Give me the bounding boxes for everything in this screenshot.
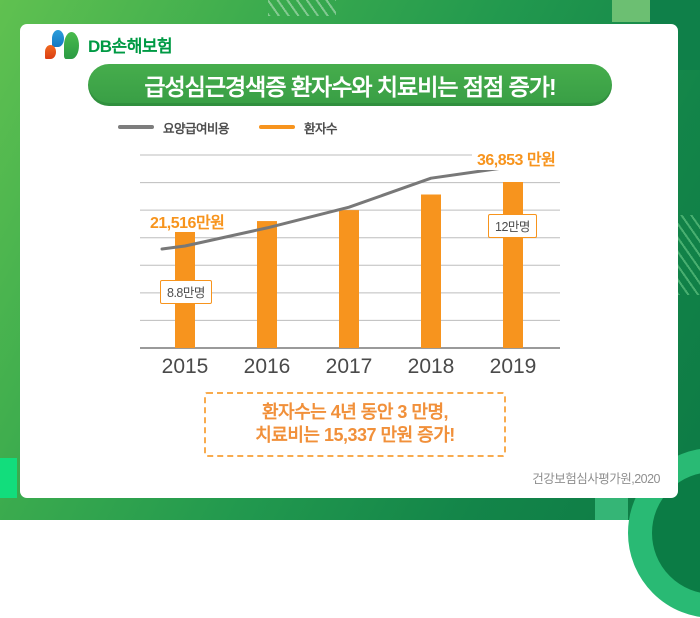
bar-2019 [503, 182, 523, 348]
emerald-square-decoration [0, 458, 17, 498]
cost-line [160, 165, 515, 251]
x-tick-2015: 2015 [162, 355, 209, 378]
title-banner: 급성심근경색증 환자수와 치료비는 점점 증가! [88, 64, 612, 106]
light-green-square-decoration [612, 0, 650, 22]
page-title: 급성심근경색증 환자수와 치료비는 점점 증가! [144, 74, 556, 100]
callout-line-1: 환자수는 4년 동안 3 만명, [261, 402, 449, 422]
x-tick-2017: 2017 [326, 355, 373, 378]
x-tick-2019: 2019 [490, 355, 537, 378]
logo-text: DB손해보험 [88, 37, 173, 56]
summary-callout-box: 환자수는 4년 동안 3 만명, 치료비는 15,337 만원 증가! [204, 392, 506, 457]
db-insurance-logo: DB손해보험 [45, 28, 173, 60]
bar-2018 [421, 194, 441, 348]
x-tick-2016: 2016 [244, 355, 291, 378]
legend-item-cost: 요양급여비용 [118, 118, 230, 137]
legend-label-cost: 요양급여비용 [163, 121, 230, 136]
legend-line-orange-icon [259, 125, 296, 129]
legend-label-patients: 환자수 [304, 121, 338, 136]
bar-2017 [339, 210, 359, 348]
db-logo-icon [45, 30, 83, 60]
legend-item-patients: 환자수 [259, 118, 338, 137]
logo-leaf-blue [52, 30, 64, 47]
bar-start-value-box: 8.8만명 [160, 280, 212, 304]
line-start-value-label: 21,516만원 [150, 215, 225, 232]
legend-line-gray-icon [118, 125, 154, 129]
chart-svg: 2015 2016 2017 2018 2019 [140, 154, 560, 378]
source-attribution: 건강보험심사평가원,2020 [532, 472, 660, 486]
bar-2016 [257, 221, 277, 348]
light-green-square-decoration [595, 498, 628, 520]
bar-end-value-box: 12만명 [488, 214, 537, 238]
infographic-card: DB손해보험 급성심근경색증 환자수와 치료비는 점점 증가! 요양급여비용 환… [20, 24, 678, 498]
callout-line-2: 치료비는 15,337 만원 증가! [255, 425, 455, 445]
logo-leaf-green [64, 32, 79, 59]
line-end-value-label: 36,853 만원 [472, 146, 561, 170]
chart-legend: 요양급여비용 환자수 [118, 118, 338, 137]
logo-leaf-red [45, 45, 56, 59]
x-tick-2018: 2018 [408, 355, 455, 378]
diagonal-stripes-decoration [268, 0, 336, 16]
